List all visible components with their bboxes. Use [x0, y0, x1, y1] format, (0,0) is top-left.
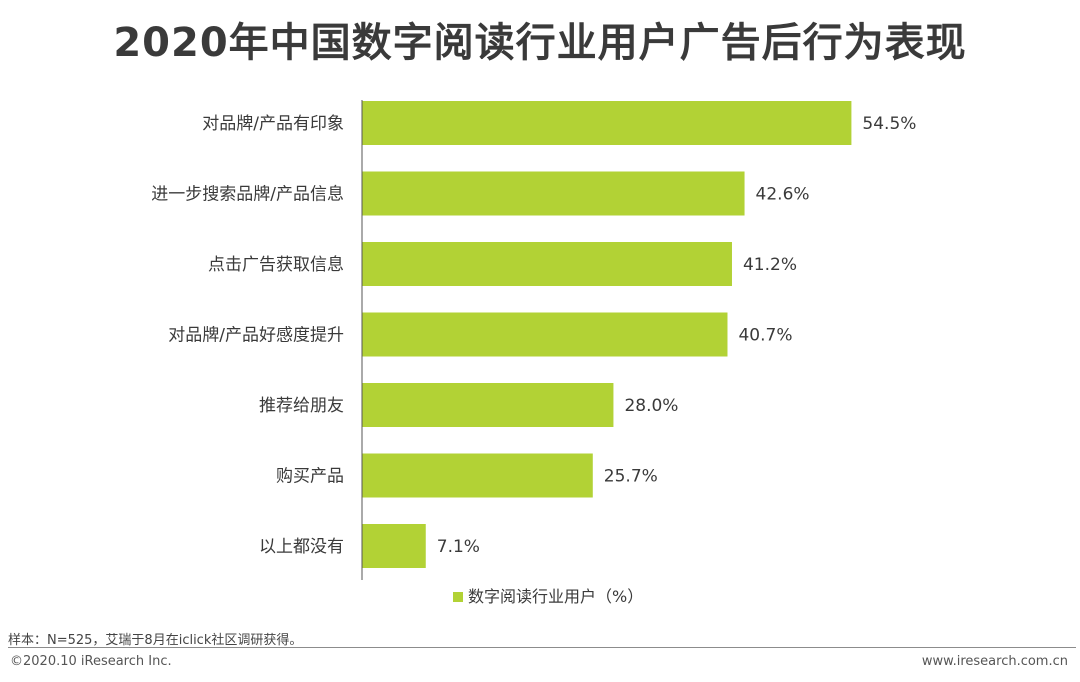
bar	[362, 524, 426, 568]
copyright-text: ©2020.10 iResearch Inc.	[10, 654, 172, 669]
bar	[362, 242, 732, 286]
category-label: 进一步搜索品牌/产品信息	[151, 185, 344, 205]
bar	[362, 171, 745, 216]
category-label: 点击广告获取信息	[208, 255, 344, 275]
bar	[362, 383, 614, 427]
footer-divider	[8, 647, 1076, 648]
category-label: 购买产品	[276, 467, 344, 487]
bar-chart: 对品牌/产品有印象 54.5% 进一步搜索品牌/产品信息 42.6% 点击广告获取信息 4…	[151, 100, 916, 606]
category-label: 以上都没有	[259, 537, 344, 557]
chart-title: 2020年中国数字阅读行业用户广告后行为表现	[113, 20, 967, 66]
bar	[362, 453, 593, 498]
bar	[362, 312, 728, 357]
category-label: 对品牌/产品好感度提升	[168, 326, 344, 346]
value-label: 41.2%	[743, 255, 797, 275]
value-label: 28.0%	[624, 396, 678, 416]
sample-note: 样本：N=525，艾瑞于8月在iclick社区调研获得。	[8, 633, 303, 648]
website-link[interactable]: www.iresearch.com.cn	[921, 654, 1068, 669]
legend-swatch	[453, 592, 463, 602]
value-label: 7.1%	[437, 537, 480, 557]
bar	[362, 101, 852, 145]
category-label: 对品牌/产品有印象	[202, 114, 344, 134]
value-label: 42.6%	[756, 185, 810, 205]
value-label: 54.5%	[862, 114, 916, 134]
category-label: 推荐给朋友	[259, 396, 344, 416]
legend-label: 数字阅读行业用户（%）	[468, 587, 643, 606]
value-label: 25.7%	[604, 467, 658, 487]
value-label: 40.7%	[738, 326, 792, 346]
